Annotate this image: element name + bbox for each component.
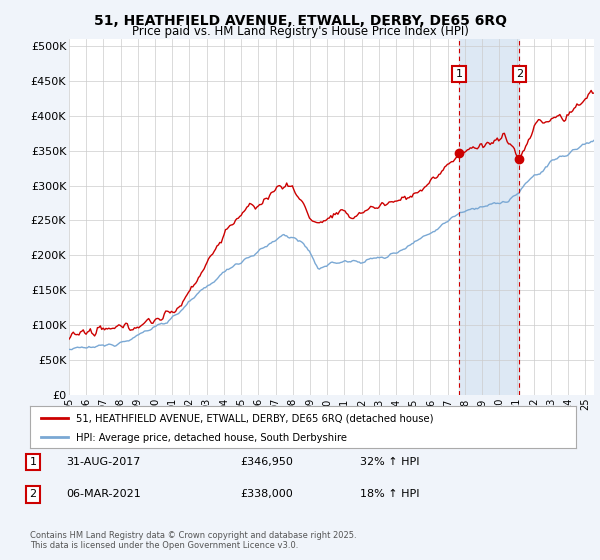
Text: 2: 2 <box>29 489 37 500</box>
Text: HPI: Average price, detached house, South Derbyshire: HPI: Average price, detached house, Sout… <box>76 433 347 443</box>
Text: 1: 1 <box>29 457 37 467</box>
Text: 18% ↑ HPI: 18% ↑ HPI <box>360 489 419 500</box>
Text: 51, HEATHFIELD AVENUE, ETWALL, DERBY, DE65 6RQ (detached house): 51, HEATHFIELD AVENUE, ETWALL, DERBY, DE… <box>76 414 434 423</box>
Text: 51, HEATHFIELD AVENUE, ETWALL, DERBY, DE65 6RQ: 51, HEATHFIELD AVENUE, ETWALL, DERBY, DE… <box>94 14 506 28</box>
Text: Price paid vs. HM Land Registry's House Price Index (HPI): Price paid vs. HM Land Registry's House … <box>131 25 469 38</box>
Text: 32% ↑ HPI: 32% ↑ HPI <box>360 457 419 467</box>
Text: 06-MAR-2021: 06-MAR-2021 <box>66 489 141 500</box>
Text: 1: 1 <box>456 69 463 79</box>
Text: 2: 2 <box>516 69 523 79</box>
Text: £346,950: £346,950 <box>240 457 293 467</box>
Text: £338,000: £338,000 <box>240 489 293 500</box>
Text: Contains HM Land Registry data © Crown copyright and database right 2025.
This d: Contains HM Land Registry data © Crown c… <box>30 530 356 550</box>
Text: 31-AUG-2017: 31-AUG-2017 <box>66 457 140 467</box>
Bar <box>459 39 520 395</box>
